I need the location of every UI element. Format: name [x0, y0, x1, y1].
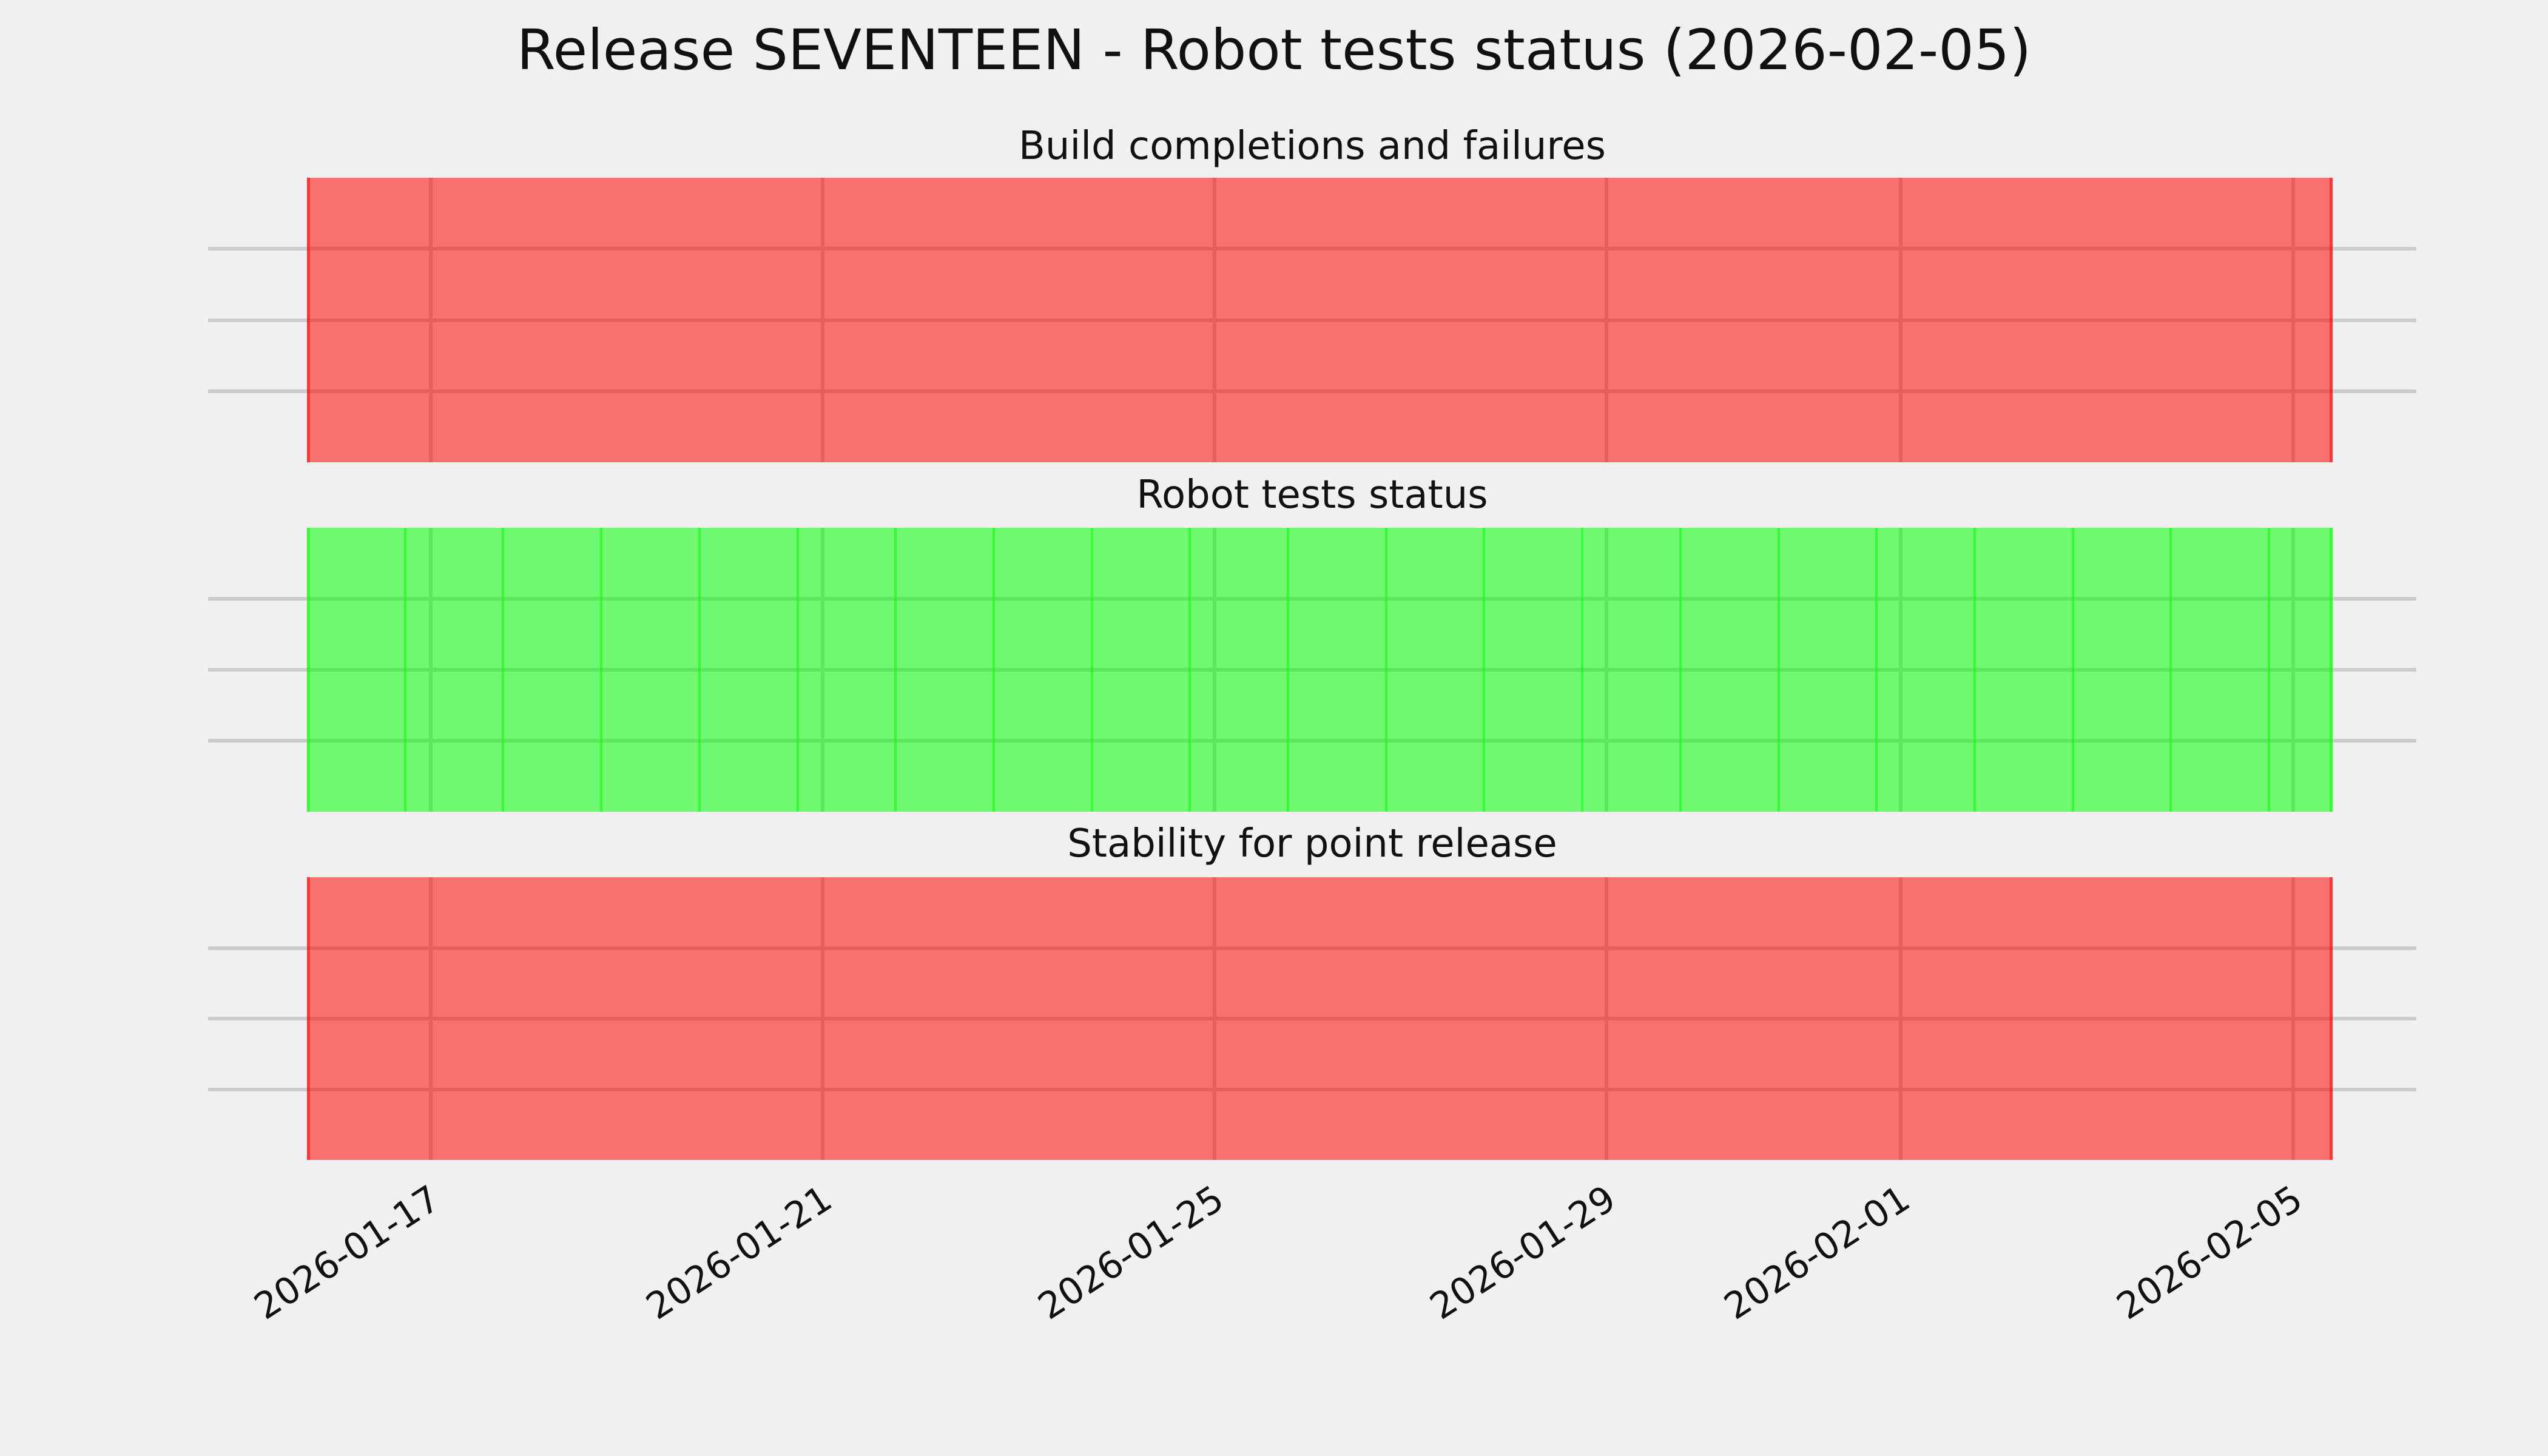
x-tick-label: 2026-02-05 — [2109, 1177, 2310, 1329]
daily-bar-edge — [1091, 528, 1093, 812]
band-edge-line — [2330, 877, 2333, 1160]
band-edge-line — [307, 877, 310, 1160]
x-tick-label: 2026-01-17 — [247, 1177, 448, 1329]
subplot-axes — [208, 178, 2416, 462]
band-edge-line — [2330, 528, 2333, 812]
subplot-title: Robot tests status — [1136, 473, 1488, 517]
daily-bar-edge — [2268, 528, 2270, 812]
subplot-axes — [208, 528, 2416, 812]
daily-bar-edge — [404, 528, 406, 812]
daily-bar-edge — [1973, 528, 1976, 812]
daily-bar-edge — [2072, 528, 2074, 812]
subplot-axes — [208, 877, 2416, 1160]
daily-bar-edge — [1188, 528, 1191, 812]
x-tick-label: 2026-01-25 — [1031, 1177, 1232, 1329]
daily-bar-edge — [894, 528, 897, 812]
band-edge-line — [2330, 178, 2333, 462]
daily-bar-edge — [502, 528, 504, 812]
status-band — [307, 178, 2333, 462]
daily-bar-edge — [698, 528, 701, 812]
daily-bar-edge — [1875, 528, 1878, 812]
band-edge-line — [307, 528, 310, 812]
status-band — [307, 528, 2333, 812]
status-band — [307, 877, 2333, 1160]
daily-bar-edge — [1778, 528, 1780, 812]
subplot-title: Build completions and failures — [1019, 124, 1606, 169]
daily-bar-edge — [1483, 528, 1485, 812]
daily-bar-edge — [797, 528, 799, 812]
x-tick-label: 2026-01-29 — [1423, 1177, 1623, 1329]
daily-bar-edge — [1385, 528, 1387, 812]
daily-bar-edge — [1287, 528, 1289, 812]
figure-title: Release SEVENTEEN - Robot tests status (… — [516, 18, 2032, 83]
daily-bar-edge — [1679, 528, 1682, 812]
daily-bar-edge — [1581, 528, 1583, 812]
subplot-title: Stability for point release — [1067, 821, 1557, 866]
daily-bar-edge — [993, 528, 995, 812]
x-tick-label: 2026-02-01 — [1717, 1177, 1918, 1329]
daily-bar-edge — [600, 528, 602, 812]
daily-bar-edge — [2169, 528, 2172, 812]
x-tick-label: 2026-01-21 — [639, 1177, 840, 1329]
band-edge-line — [307, 178, 310, 462]
